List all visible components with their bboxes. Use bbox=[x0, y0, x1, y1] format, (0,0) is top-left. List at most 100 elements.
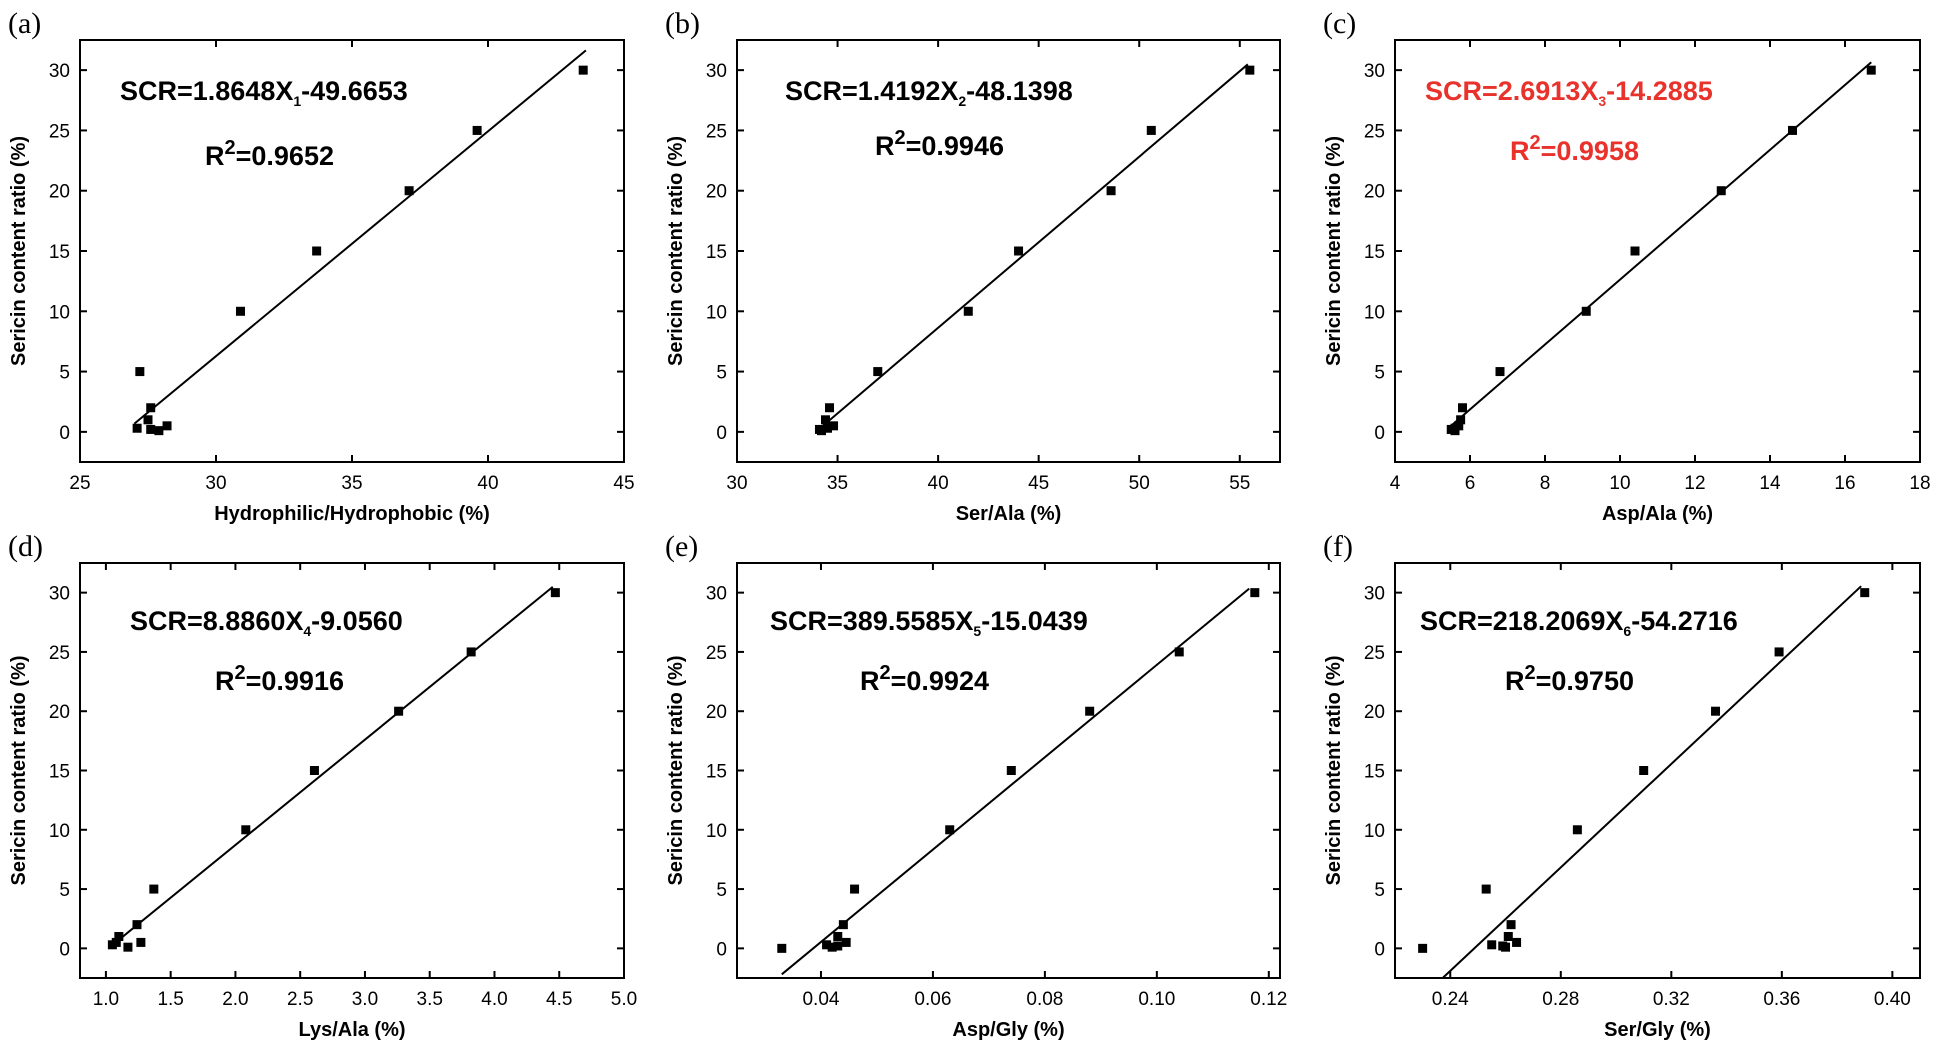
data-point bbox=[114, 932, 124, 941]
panel-label: (d) bbox=[8, 530, 43, 563]
r-squared: R2=0.9652 bbox=[205, 137, 334, 171]
x-tick-label: 40 bbox=[477, 473, 498, 494]
r-squared-value: =0.9924 bbox=[891, 666, 989, 696]
data-point bbox=[1014, 246, 1024, 256]
equation-main: SCR=1.4192X bbox=[785, 76, 958, 106]
r-squared-value: =0.9652 bbox=[236, 141, 334, 171]
r-squared: R2=0.9946 bbox=[875, 127, 1004, 161]
x-tick-label: 0.04 bbox=[802, 989, 839, 1010]
r-squared-prefix: R bbox=[1510, 136, 1530, 166]
data-point bbox=[136, 937, 146, 947]
data-point bbox=[1866, 65, 1876, 75]
x-tick-label: 4.5 bbox=[546, 989, 572, 1010]
x-tick-label: 14 bbox=[1759, 473, 1781, 494]
y-tick-label: 15 bbox=[49, 762, 70, 783]
x-tick-label: 25 bbox=[69, 473, 90, 494]
r-squared-superscript: 2 bbox=[895, 127, 906, 149]
y-tick-label: 20 bbox=[49, 702, 70, 723]
fit-equation: SCR=218.2069X6-54.2716 bbox=[1420, 606, 1738, 639]
x-axis-label: Ser/Ala (%) bbox=[956, 503, 1062, 525]
equation-main: SCR=218.2069X bbox=[1420, 606, 1623, 636]
x-tick-label: 5.0 bbox=[611, 989, 637, 1010]
y-tick-label: 25 bbox=[706, 643, 727, 664]
y-tick-label: 15 bbox=[1364, 762, 1385, 783]
y-tick-label: 10 bbox=[706, 302, 727, 323]
y-tick-label: 20 bbox=[706, 702, 727, 723]
equation-main: SCR=1.8648X bbox=[120, 76, 293, 106]
y-tick-label: 0 bbox=[716, 939, 727, 960]
equation-main: SCR=2.6913X bbox=[1425, 76, 1598, 106]
y-tick-label: 0 bbox=[59, 939, 70, 960]
fit-equation: SCR=8.8860X4-9.0560 bbox=[130, 606, 403, 639]
data-point bbox=[1146, 125, 1156, 135]
y-tick-label: 5 bbox=[1374, 363, 1385, 384]
r-squared: R2=0.9958 bbox=[1510, 132, 1639, 166]
data-point bbox=[1487, 940, 1497, 950]
x-tick-label: 18 bbox=[1909, 473, 1930, 494]
y-tick-label: 10 bbox=[1364, 302, 1385, 323]
r-squared-prefix: R bbox=[215, 666, 235, 696]
panel-label: (e) bbox=[665, 530, 698, 563]
x-tick-label: 1.5 bbox=[157, 989, 183, 1010]
x-tick-label: 2.0 bbox=[222, 989, 248, 1010]
y-tick-label: 5 bbox=[716, 363, 727, 384]
x-tick-label: 0.24 bbox=[1432, 989, 1469, 1010]
r-squared-superscript: 2 bbox=[880, 662, 891, 684]
x-tick-label: 0.06 bbox=[914, 989, 951, 1010]
r-squared: R2=0.9916 bbox=[215, 662, 344, 696]
x-tick-label: 0.32 bbox=[1653, 989, 1690, 1010]
data-point bbox=[823, 423, 832, 433]
data-point bbox=[1506, 920, 1516, 930]
y-axis-label: Sericin content ratio (%) bbox=[8, 136, 30, 366]
y-tick-label: 15 bbox=[706, 242, 727, 263]
y-tick-label: 15 bbox=[1364, 242, 1385, 263]
x-tick-label: 4.0 bbox=[481, 989, 507, 1010]
equation-intercept: -48.1398 bbox=[966, 76, 1073, 106]
panel-label: (a) bbox=[8, 7, 41, 40]
data-point bbox=[394, 706, 404, 716]
equation-subscript: 3 bbox=[1598, 93, 1606, 109]
data-point bbox=[135, 367, 145, 377]
data-point bbox=[1860, 588, 1870, 598]
x-axis-label: Lys/Ala (%) bbox=[298, 1019, 405, 1041]
y-tick-label: 30 bbox=[706, 61, 727, 82]
x-tick-label: 0.28 bbox=[1542, 989, 1579, 1010]
data-point bbox=[1711, 706, 1721, 716]
data-point bbox=[466, 647, 476, 657]
chart-panel-6: (f) 0.24 0.28 0.32 0.36 0.40 0 5 10 15 20 25 30 Ser/G… bbox=[1323, 530, 1921, 1041]
data-point bbox=[309, 766, 319, 775]
r-squared-superscript: 2 bbox=[1525, 662, 1536, 684]
equation-intercept: -49.6653 bbox=[301, 76, 408, 106]
data-point bbox=[132, 920, 142, 930]
x-axis-label: Hydrophilic/Hydrophobic (%) bbox=[214, 503, 490, 525]
equation-main: SCR=8.8860X bbox=[130, 606, 303, 636]
y-tick-label: 10 bbox=[706, 821, 727, 842]
r-squared: R2=0.9924 bbox=[860, 662, 989, 696]
x-axis-label: Asp/Gly (%) bbox=[952, 1019, 1064, 1041]
data-point bbox=[578, 65, 588, 75]
equation-subscript: 6 bbox=[1623, 623, 1631, 639]
equation-subscript: 1 bbox=[293, 93, 301, 109]
data-point bbox=[963, 306, 973, 316]
y-tick-label: 0 bbox=[1374, 939, 1385, 960]
x-tick-label: 1.0 bbox=[93, 989, 119, 1010]
fit-line bbox=[133, 49, 587, 425]
data-point bbox=[1456, 415, 1466, 425]
y-tick-label: 5 bbox=[59, 363, 70, 384]
y-tick-label: 15 bbox=[49, 242, 70, 263]
y-tick-label: 5 bbox=[59, 880, 70, 901]
x-tick-label: 8 bbox=[1540, 473, 1551, 494]
y-tick-label: 25 bbox=[706, 121, 727, 142]
x-tick-label: 6 bbox=[1465, 473, 1476, 494]
x-tick-label: 0.10 bbox=[1138, 989, 1175, 1010]
data-point bbox=[123, 942, 133, 952]
data-point bbox=[1503, 932, 1513, 941]
data-point bbox=[1512, 937, 1522, 947]
data-point bbox=[472, 125, 482, 135]
data-point bbox=[1774, 647, 1784, 657]
x-tick-label: 0.36 bbox=[1763, 989, 1800, 1010]
r-squared-prefix: R bbox=[1505, 666, 1525, 696]
x-tick-label: 35 bbox=[341, 473, 362, 494]
equation-intercept: -15.0439 bbox=[981, 606, 1088, 636]
